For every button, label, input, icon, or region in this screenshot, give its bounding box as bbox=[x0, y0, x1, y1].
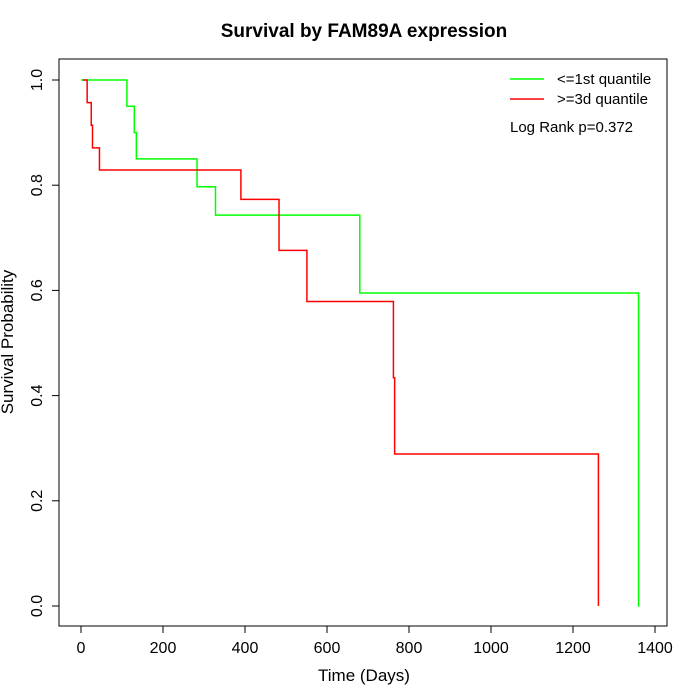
y-tick-label: 0.0 bbox=[29, 595, 46, 617]
y-tick-label: 0.2 bbox=[29, 490, 46, 512]
chart-title: Survival by FAM89A expression bbox=[221, 21, 508, 42]
x-tick-label: 1000 bbox=[473, 640, 509, 657]
x-tick-label: 1400 bbox=[637, 640, 673, 657]
series-line-1 bbox=[81, 79, 640, 607]
y-axis: 0.0 0.2 0.4 0.6 0.8 1.0 bbox=[29, 69, 60, 617]
x-tick-label: 800 bbox=[396, 640, 423, 657]
legend-label-1: <=1st quantile bbox=[557, 71, 651, 88]
x-axis-label: Time (Days) bbox=[318, 666, 410, 685]
y-axis-label: Survival Probability bbox=[0, 269, 17, 414]
log-rank-annotation: Log Rank p=0.372 bbox=[510, 119, 633, 136]
x-tick-label: 400 bbox=[232, 640, 259, 657]
y-tick-label: 0.6 bbox=[29, 279, 46, 301]
y-tick-label: 1.0 bbox=[29, 69, 46, 91]
x-axis: 0 200 400 600 800 1000 1200 1400 bbox=[77, 625, 673, 657]
y-tick-label: 0.8 bbox=[29, 174, 46, 196]
x-tick-label: 200 bbox=[150, 640, 177, 657]
y-tick-label: 0.4 bbox=[29, 384, 46, 406]
legend-label-2: >=3d quantile bbox=[557, 91, 648, 108]
series-layer bbox=[81, 79, 640, 607]
series-line-2 bbox=[83, 79, 600, 606]
x-tick-label: 600 bbox=[314, 640, 341, 657]
legend: <=1st quantile >=3d quantile bbox=[510, 71, 651, 108]
x-tick-label: 1200 bbox=[555, 640, 591, 657]
x-tick-label: 0 bbox=[77, 640, 86, 657]
